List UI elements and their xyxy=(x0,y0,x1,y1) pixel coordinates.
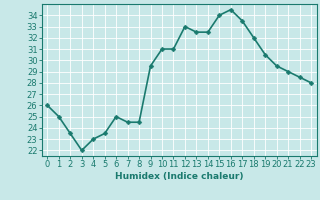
X-axis label: Humidex (Indice chaleur): Humidex (Indice chaleur) xyxy=(115,172,244,181)
